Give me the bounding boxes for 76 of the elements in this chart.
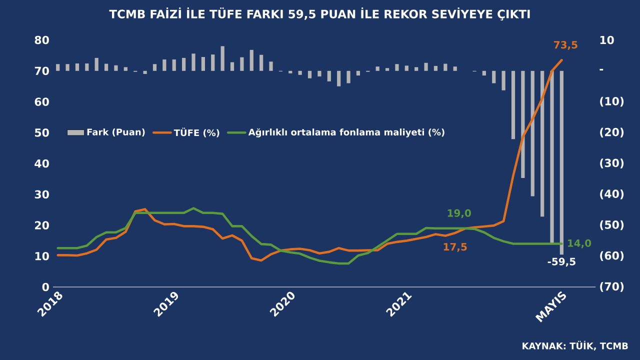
- bar: [182, 58, 186, 71]
- text: KAYNAK: TÜİK, TCMB: [522, 340, 628, 350]
- bar: [337, 70, 341, 86]
- bar: [172, 59, 176, 71]
- bar: [444, 64, 448, 71]
- bar: [521, 70, 525, 178]
- y-tick-label: 50: [35, 128, 49, 137]
- y-tick-label: 30: [34, 190, 49, 199]
- y2-tick-label: (70): [600, 282, 624, 292]
- y-tick-label: 60: [34, 98, 49, 106]
- bar: [75, 63, 80, 71]
- y-tick-label: 70: [34, 66, 49, 76]
- y-tick-label: 80: [34, 36, 49, 44]
- bar: [308, 70, 312, 78]
- bar: [414, 67, 418, 71]
- bar: [327, 70, 331, 82]
- bar: [318, 70, 322, 76]
- bar: [356, 70, 360, 76]
- bar: [260, 54, 264, 71]
- bar: [550, 70, 554, 244]
- bar: [298, 70, 302, 75]
- y2-tick-label: (30): [600, 158, 624, 168]
- bar: [66, 64, 70, 71]
- legend-label: TÜFE (%): [174, 128, 220, 138]
- bar: [192, 54, 196, 71]
- bar: [143, 70, 147, 74]
- chart-title: TCMB FAİZİ İLE TÜFE FARKI 59,5 PUAN İLE REKOR SEVİYEYE ÇIKTI: [109, 8, 530, 20]
- y2-tick-label: (40): [600, 189, 624, 200]
- bar: [540, 70, 544, 217]
- bar: [453, 66, 457, 71]
- bar: [240, 57, 244, 71]
- bar: [230, 62, 234, 71]
- bar: [220, 46, 224, 71]
- bar: [346, 70, 350, 84]
- bar: [404, 66, 408, 71]
- data-label: 14,0: [568, 239, 592, 248]
- y2-tick-label: (60): [600, 251, 624, 262]
- data-label: -59,5: [548, 258, 576, 267]
- data-label: 19,0: [448, 209, 471, 218]
- bar: [211, 54, 215, 71]
- bar: [530, 70, 534, 196]
- y2-tick-label: -: [600, 68, 604, 70]
- bar: [434, 66, 438, 71]
- bar: [56, 64, 60, 71]
- data-label: 73,5: [554, 41, 578, 50]
- bar: [385, 68, 390, 71]
- y2-tick-label: (10): [600, 96, 624, 107]
- bar: [250, 50, 254, 71]
- data-label: 17,5: [444, 243, 467, 252]
- bar: [201, 56, 205, 71]
- bar: [560, 70, 564, 255]
- bar: [376, 66, 380, 71]
- y2-tick-label: (50): [600, 220, 624, 230]
- legend-label: Fark (Puan): [87, 128, 145, 136]
- bar: [94, 58, 98, 71]
- bar: [511, 70, 516, 140]
- bar: [114, 65, 118, 71]
- bar: [152, 64, 157, 71]
- y-tick-label: 0: [42, 282, 49, 292]
- bar: [424, 62, 428, 71]
- bar: [124, 67, 128, 71]
- legend-label: Ağırlıklı ortalama fonlama maliyeti (%): [248, 128, 444, 138]
- y-tick-label: 40: [34, 159, 49, 168]
- y-tick-label: 20: [35, 221, 49, 230]
- y2-tick-label: (20): [600, 128, 624, 138]
- bar: [288, 70, 292, 74]
- bar: [85, 63, 89, 71]
- bar: [104, 64, 108, 71]
- y2-tick-label: 10: [600, 36, 614, 44]
- bar: [395, 64, 399, 71]
- bar: [502, 70, 506, 90]
- bar: [162, 59, 166, 71]
- y-tick-label: 10: [35, 252, 49, 260]
- bar: [492, 70, 496, 84]
- bar: [482, 70, 486, 76]
- bar: [269, 62, 273, 71]
